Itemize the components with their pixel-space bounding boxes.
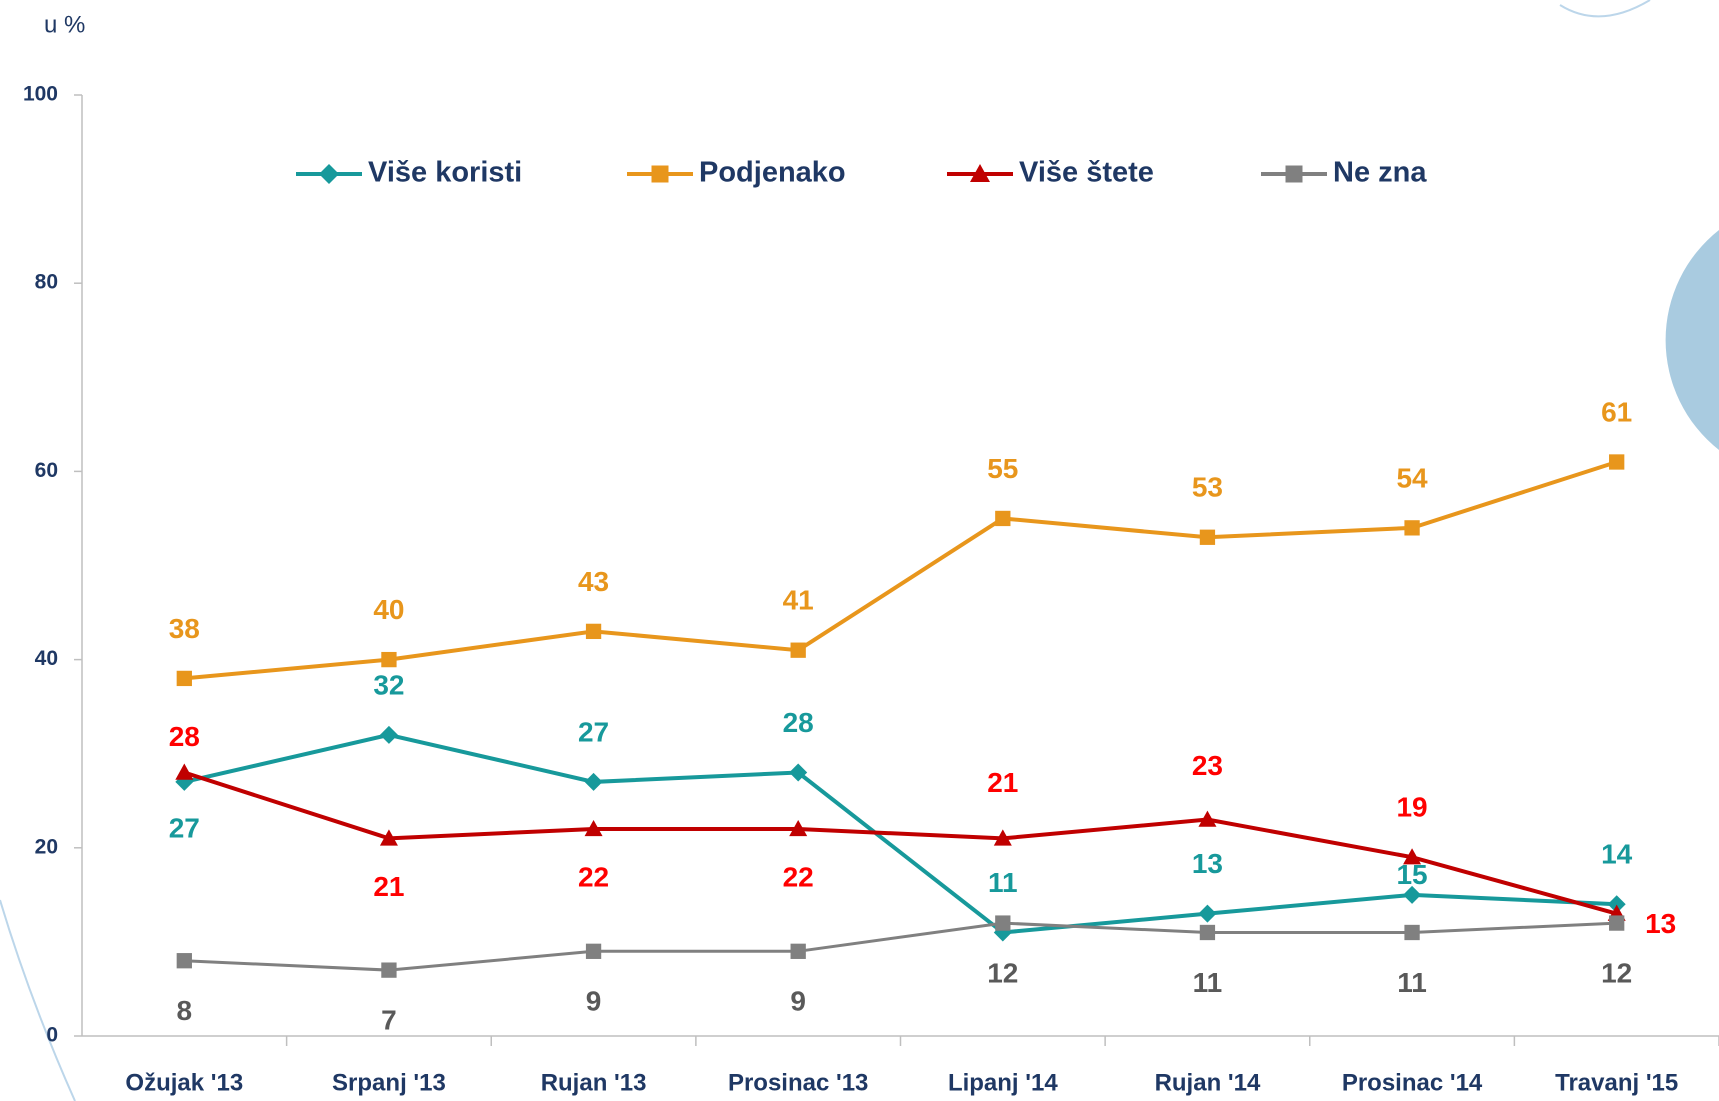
- line: [183, 732, 1617, 935]
- marker: [584, 772, 603, 791]
- data-label: 22: [783, 861, 814, 892]
- x-tick-label: Rujan '13: [541, 1069, 647, 1096]
- x-tick-label: Ožujak '13: [125, 1069, 243, 1096]
- marker: [651, 165, 669, 183]
- marker: [1404, 520, 1420, 536]
- line: [183, 770, 1618, 916]
- y-tick-label: 0: [46, 1024, 58, 1047]
- marker: [585, 623, 602, 640]
- marker: [789, 819, 808, 837]
- data-label: 11: [1397, 967, 1427, 998]
- data-label: 8: [177, 995, 193, 1026]
- data-label: 11: [988, 867, 1018, 898]
- x-tick-label: Prosinac '14: [1342, 1069, 1483, 1096]
- marker: [1285, 165, 1303, 183]
- y-tick-label: 60: [35, 459, 58, 482]
- data-label: 19: [1396, 792, 1427, 823]
- data-label: 7: [381, 1005, 397, 1036]
- data-label: 21: [987, 767, 1018, 798]
- data-label: 38: [169, 613, 200, 644]
- marker: [995, 915, 1011, 931]
- data-label: 28: [783, 707, 814, 738]
- y-tick-label: 80: [35, 271, 58, 294]
- x-tick-label: Travanj '15: [1555, 1069, 1678, 1096]
- data-label: 14: [1601, 839, 1633, 870]
- data-label: 12: [1601, 957, 1632, 988]
- decor: [1559, 0, 1651, 18]
- legend-label: Ne zna: [1333, 157, 1427, 189]
- y-axis-label: u %: [44, 11, 85, 38]
- marker: [789, 763, 808, 782]
- marker: [790, 642, 806, 658]
- marker: [1198, 810, 1217, 827]
- marker: [319, 164, 339, 184]
- y-tick-label: 20: [35, 835, 58, 858]
- marker: [970, 164, 990, 182]
- marker: [379, 725, 398, 744]
- x-tick-label: Srpanj '13: [332, 1069, 446, 1096]
- data-label: 43: [578, 566, 609, 597]
- data-label: 9: [790, 986, 806, 1017]
- marker: [1199, 924, 1216, 941]
- marker: [176, 670, 192, 687]
- data-label: 22: [578, 861, 609, 892]
- data-label: 41: [783, 585, 814, 616]
- decor: [0, 899, 76, 1101]
- line: [184, 460, 1618, 681]
- data-label: 27: [578, 716, 609, 747]
- marker: [585, 943, 602, 959]
- y-tick-label: 40: [35, 647, 58, 670]
- y-tick-label: 100: [23, 83, 58, 106]
- marker: [175, 763, 194, 780]
- x-tick-label: Lipanj '14: [948, 1069, 1058, 1096]
- marker: [176, 953, 192, 969]
- data-label: 13: [1192, 848, 1223, 879]
- data-label: 23: [1192, 750, 1223, 781]
- marker: [1403, 885, 1422, 904]
- marker: [1404, 924, 1420, 941]
- data-label: 12: [987, 957, 1018, 988]
- marker: [379, 829, 398, 846]
- data-label: 27: [169, 812, 200, 843]
- marker: [1403, 848, 1422, 865]
- data-label: 9: [586, 986, 602, 1017]
- data-label: 61: [1601, 396, 1632, 427]
- data-label: 40: [373, 594, 404, 625]
- x-tick-label: Rujan '14: [1155, 1069, 1261, 1096]
- marker: [381, 962, 397, 978]
- data-label: 21: [373, 871, 404, 902]
- marker: [1198, 904, 1217, 923]
- marker: [995, 510, 1011, 527]
- marker: [381, 651, 397, 668]
- marker: [1607, 895, 1626, 914]
- data-label: 53: [1192, 472, 1223, 503]
- data-label: 55: [987, 453, 1018, 484]
- data-label: 13: [1645, 908, 1676, 939]
- legend-label: Više štete: [1019, 157, 1154, 189]
- marker: [1609, 454, 1625, 470]
- data-label: 32: [373, 669, 404, 700]
- marker: [1199, 529, 1216, 545]
- marker: [1609, 915, 1625, 931]
- legend-label: Više koristi: [368, 157, 522, 189]
- line: [184, 921, 1617, 972]
- data-label: 54: [1396, 462, 1428, 493]
- marker: [790, 943, 806, 959]
- legend-label: Podjenako: [699, 157, 846, 189]
- decor: [1665, 230, 1719, 450]
- x-tick-label: Prosinac '13: [728, 1069, 868, 1096]
- data-label: 11: [1193, 967, 1223, 998]
- data-label: 28: [169, 721, 200, 752]
- marker: [993, 829, 1012, 846]
- marker: [584, 819, 603, 837]
